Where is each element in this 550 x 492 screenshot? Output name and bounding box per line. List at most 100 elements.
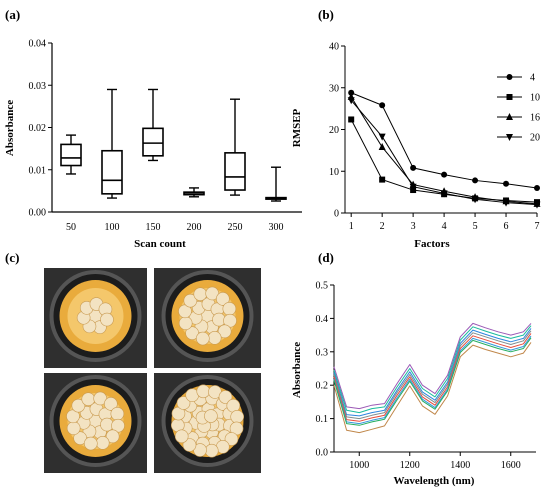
sample-ball [104,397,118,411]
legend-marker [506,94,513,100]
panel-label-a: (a) [5,7,20,22]
box-plot-y-tick-label: 0.00 [29,208,47,219]
rmsep-point [502,199,510,207]
spectra-y-tick-label: 0.0 [316,448,329,459]
spectrum-line [333,342,532,434]
sample-ball [81,392,96,406]
panel-label-c: (c) [5,250,19,265]
sample-ball [204,443,219,458]
spectrum-line [333,337,532,426]
spectrum-line [333,325,532,414]
legend-label: 10 [530,93,540,104]
spectra-y-tick-label: 0.1 [316,414,329,425]
box-plot-x-tick-label: 300 [269,222,284,233]
sample-ball [193,287,208,301]
rmsep-point [379,102,386,109]
sample-ball [183,293,198,308]
sample-ball [100,312,114,327]
sample-ball [174,429,189,444]
box-plot-y-tick-label: 0.03 [29,81,47,92]
rmsep-point [533,201,541,209]
rmsep-x-tick-label: 2 [380,221,385,232]
spectra-y-tick-label: 0.3 [316,347,329,358]
rmsep-y-tick-label: 40 [329,42,339,53]
legend-label: 16 [530,113,540,124]
spectrum-line [333,335,532,425]
rmsep-y-tick-label: 30 [329,83,339,94]
rmsep-point [471,196,479,204]
sample-ball [182,438,197,452]
box-plot-y-title: Absorbance [4,100,16,156]
box-plot-x-tick-label: 100 [105,222,120,233]
spectra-y-tick-label: 0.4 [316,314,329,325]
sample-ball [66,421,81,435]
spectra-x-title: Wavelength (nm) [394,475,475,487]
sample-ball [196,384,211,399]
sample-ball [224,432,239,446]
box-plot-y-tick-label: 0.02 [29,123,47,134]
spectra-y-tick-label: 0.5 [316,281,329,292]
box-plot-x-title: Scan count [134,238,186,250]
spectrum-line [333,330,532,420]
spectrum-line [333,328,532,417]
rmsep-point [410,164,417,171]
rmsep-y-tick-label: 0 [334,209,339,220]
sample-ball [222,302,237,316]
box-plot-x-tick-label: 50 [66,222,76,233]
rmsep-point [472,177,479,184]
legend-marker [506,134,513,141]
spectra-chart-panel: Wavelength (nm) Absorbance 0.0 0.1 0.2 0.3 0… [291,281,536,487]
rmsep-x-tick-label: 4 [442,221,447,232]
sample-ball [217,324,232,339]
spectrum-line [333,333,532,422]
spectra-x-tick-label: 1000 [349,460,369,471]
rmsep-y-title: RMSEP [291,108,303,147]
box-body [101,149,123,195]
sample-ball [84,436,98,451]
rmsep-y-tick-label: 10 [329,167,339,178]
sample-ball [204,409,218,423]
spectra-x-tick-label: 1400 [450,460,470,471]
sample-ball [110,407,125,421]
rmsep-point [348,116,355,123]
box-body [224,152,246,191]
rmsep-x-title: Factors [414,238,450,250]
legend-marker [506,74,513,80]
rmsep-x-tick-label: 5 [473,221,478,232]
sample-ball [218,390,233,404]
sample-ball [196,331,210,346]
rmsep-y-tick-label: 20 [329,125,339,136]
rmsep-x-tick-label: 3 [411,221,416,232]
rmsep-point [379,176,386,183]
sample-photos-panel [44,268,261,473]
spectra-y-tick-label: 0.2 [316,381,329,392]
rmsep-point [347,97,355,105]
rmsep-point [440,190,448,198]
spectra-y-title: Absorbance [291,342,303,398]
sample-ball [95,436,110,450]
panel-label-b: (b) [318,7,334,22]
box-body [142,127,164,157]
rmsep-point [378,143,386,151]
spectra-x-tick-label: 1200 [400,460,420,471]
sample-ball [178,316,193,330]
sample-ball [216,292,230,306]
rmsep-point [378,133,386,141]
sample-ball [71,398,86,413]
box-plot-x-tick-label: 150 [146,222,161,233]
sample-ball [207,331,222,345]
legend-label: 20 [530,133,540,144]
rmsep-chart-panel: Factors RMSEP 0 10 20 30 40 1 2 3 4 5 6 7 4 10 16 20 [291,42,541,250]
rmsep-x-tick-label: 7 [535,221,540,232]
box-body [60,143,82,167]
box-plot-x-tick-label: 200 [187,222,202,233]
sample-ball [230,409,244,424]
box-plot-x-tick-label: 250 [228,222,243,233]
rmsep-x-tick-label: 1 [349,221,354,232]
panel-label-d: (d) [318,250,334,265]
sample-ball [176,396,191,410]
rmsep-point [348,89,355,96]
rmsep-point [503,180,510,187]
box-plot-y-tick-label: 0.01 [29,165,47,176]
